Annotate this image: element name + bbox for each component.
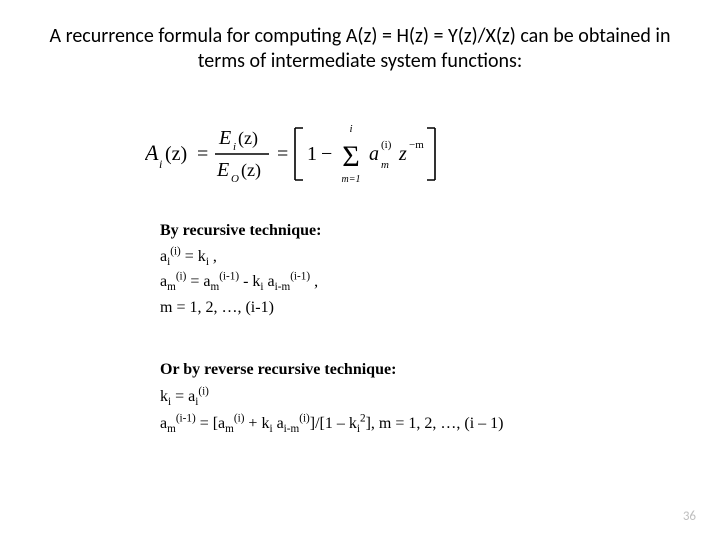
svg-text:m=1: m=1 — [342, 174, 361, 185]
recursive-heading: By recursive technique: — [160, 218, 660, 244]
recursive-line-1: ai(i) = ki , — [160, 244, 660, 270]
reverse-line-1: ki = ai(i) — [160, 383, 680, 410]
svg-text:−: − — [321, 143, 332, 165]
svg-text:=: = — [277, 143, 288, 165]
svg-text:(z): (z) — [238, 128, 258, 149]
svg-text:m: m — [381, 159, 389, 171]
svg-text:=: = — [197, 143, 208, 165]
svg-text:i: i — [233, 141, 236, 153]
svg-text:a: a — [369, 143, 379, 165]
svg-text:(i): (i) — [381, 139, 392, 151]
svg-text:Σ: Σ — [342, 140, 359, 173]
recursive-block: By recursive technique: ai(i) = ki , am(… — [160, 218, 660, 320]
svg-text:E: E — [218, 127, 231, 149]
recursive-line-2: am(i) = am(i-1) - ki ai-m(i-1) , — [160, 269, 660, 295]
svg-text:(z): (z) — [165, 143, 187, 165]
recursive-line-3: m = 1, 2, …, (i-1) — [160, 295, 660, 321]
svg-text:O: O — [231, 173, 239, 185]
svg-text:z: z — [398, 143, 407, 165]
svg-text:E: E — [216, 159, 229, 181]
reverse-block: Or by reverse recursive technique: ki = … — [160, 356, 680, 438]
slide-title: A recurrence formula for computing A(z) … — [40, 24, 680, 74]
main-formula: A i (z) = E i (z) E O (z) = 1 − i — [145, 120, 445, 188]
svg-text:1: 1 — [307, 143, 317, 165]
svg-text:i: i — [159, 157, 162, 171]
svg-text:i: i — [349, 123, 352, 135]
svg-text:−m: −m — [409, 139, 424, 151]
reverse-heading: Or by reverse recursive technique: — [160, 356, 680, 383]
page-number: 36 — [683, 509, 696, 524]
reverse-line-2: am(i-1) = [am(i) + ki ai-m(i)]/[1 – ki2]… — [160, 410, 680, 437]
svg-text:A: A — [145, 140, 159, 165]
svg-text:(z): (z) — [241, 160, 261, 181]
